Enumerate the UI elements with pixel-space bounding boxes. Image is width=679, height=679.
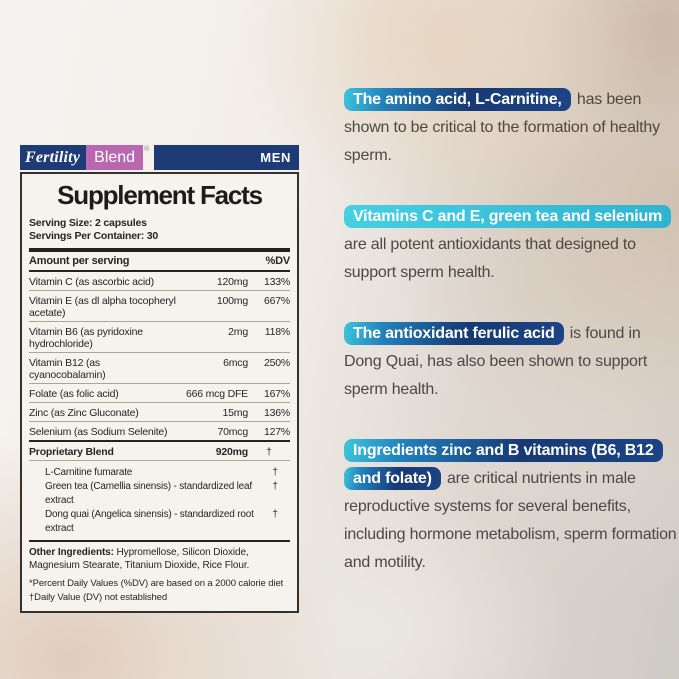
blend-ingredient-dv: † — [272, 509, 278, 521]
nutrient-amount: 666 mcg DFE — [186, 387, 248, 400]
supplement-facts-panel: Supplement Facts Serving Size: 2 capsule… — [20, 172, 299, 613]
other-ingredients: Other Ingredients: Hypromellose, Silicon… — [29, 546, 290, 572]
nutrient-dv: 667% — [263, 294, 290, 307]
nutrient-name: Vitamin C (as ascorbic acid) — [29, 275, 154, 288]
marketing-callouts: The amino acid, L-Carnitine, has been sh… — [344, 86, 678, 610]
blend-ingredient-row: L-Carnitine fumarate † — [45, 466, 290, 480]
callout-paragraph: Vitamins C and E, green tea and selenium… — [344, 203, 678, 287]
callout-paragraph: The antioxidant ferulic acid is found in… — [344, 320, 678, 404]
proprietary-blend-row: Proprietary Blend 920mg † — [29, 440, 290, 462]
registered-mark: ® — [144, 146, 150, 153]
callout-text: has been shown to be critical to the for… — [344, 91, 660, 164]
table-row: Selenium (as Sodium Selenite) 70mcg 127% — [29, 422, 290, 442]
highlighted-phrase: Vitamins C and E, green tea and selenium — [344, 205, 672, 228]
brand-fertility: Fertility — [20, 145, 87, 170]
callout: Vitamins C and E, green tea and selenium… — [344, 203, 678, 287]
callout-text: are all potent antioxidants that designe… — [344, 236, 636, 281]
blend-ingredient-list: L-Carnitine fumarate † Green tea (Camellia… — [29, 461, 290, 543]
column-dv: %DV — [265, 255, 291, 268]
other-ingredients-text: Hypromellose, Silicon Dioxide, Magnesium… — [29, 547, 250, 572]
serving-size: Serving Size: 2 capsules — [29, 217, 147, 229]
brand-blend: Blend — [86, 145, 144, 170]
callout: The antioxidant ferulic acid is found in… — [344, 320, 678, 404]
nutrient-amount: 100mg — [216, 294, 248, 307]
blend-ingredient-dv: † — [272, 467, 278, 479]
nutrient-name: Vitamin B6 (as pyridoxine hydrochloride) — [29, 325, 143, 350]
nutrient-dv: 250% — [263, 356, 290, 369]
nutrient-dv: † — [266, 445, 272, 458]
nutrient-amount: 15mg — [222, 406, 249, 419]
servings-per-container: Servings Per Container: 30 — [29, 230, 159, 243]
nutrient-name: Vitamin E (as dl alpha tocopheryl acetat… — [29, 294, 176, 319]
nutrient-dv: 136% — [263, 406, 290, 419]
nutrient-dv: 133% — [263, 275, 290, 288]
nutrient-amount: 70mcg — [217, 425, 248, 438]
nutrient-amount: 2mg — [228, 325, 248, 338]
table-row: Zinc (as Zinc Gluconate) 15mg 136% — [29, 403, 290, 423]
brand-men-badge: MEN — [154, 145, 299, 170]
facts-rows: Vitamin C (as ascorbic acid) 120mg 133% Vit… — [29, 272, 290, 442]
table-row: Vitamin C (as ascorbic acid) 120mg 133% — [29, 272, 290, 292]
nutrient-dv: 127% — [263, 425, 290, 438]
brand-bar: Fertility Blend ® MEN — [20, 145, 299, 170]
highlighted-phrase: The antioxidant ferulic acid — [344, 322, 564, 345]
callout-paragraph: The amino acid, L-Carnitine, has been sh… — [344, 86, 678, 170]
footnotes: *Percent Daily Values (%DV) are based on… — [29, 577, 290, 605]
divider-thick — [29, 248, 290, 253]
column-amount-per-serving: Amount per serving — [29, 255, 130, 268]
callout: The amino acid, L-Carnitine, has been sh… — [344, 86, 678, 170]
nutrient-name: Vitamin B12 (as cyanocobalamin) — [29, 356, 106, 381]
blend-ingredient-name: Green tea (Camellia sinensis) - standard… — [45, 481, 252, 507]
nutrient-name: Zinc (as Zinc Gluconate) — [29, 406, 139, 419]
table-row: Vitamin B6 (as pyridoxine hydrochloride)… — [29, 322, 290, 354]
nutrient-name: Proprietary Blend — [29, 445, 114, 458]
blend-ingredient-row: Dong quai (Angelica sinensis) - standard… — [45, 508, 290, 536]
highlighted-phrase: The amino acid, L-Carnitine, — [344, 88, 571, 111]
callout-text: is found in Dong Quai, has also been sho… — [344, 325, 648, 398]
callout-paragraph: Ingredients zinc and B vitamins (B6, B12… — [344, 437, 678, 577]
nutrient-amount: 920mg — [215, 445, 248, 458]
callout-text: are critical nutrients in male reproduct… — [344, 470, 677, 571]
supplement-label: Fertility Blend ® MEN Supplement Facts S… — [20, 145, 299, 613]
table-row: Folate (as folic acid) 666 mcg DFE 167% — [29, 384, 290, 404]
other-ingredients-label: Other Ingredients: — [29, 547, 114, 559]
callout: Ingredients zinc and B vitamins (B6, B12… — [344, 437, 678, 577]
nutrient-name: Folate (as folic acid) — [29, 387, 119, 400]
blend-ingredient-row: Green tea (Camellia sinensis) - standard… — [45, 480, 290, 508]
footnote-dagger: †Daily Value (DV) not established — [29, 592, 168, 604]
blend-ingredient-name: Dong quai (Angelica sinensis) - standard… — [45, 509, 254, 535]
facts-title: Supplement Facts — [57, 180, 263, 210]
nutrient-amount: 120mg — [216, 275, 248, 288]
table-row: Vitamin B12 (as cyanocobalamin) 6mcg 250% — [29, 353, 290, 385]
table-row: Vitamin E (as dl alpha tocopheryl acetat… — [29, 291, 290, 323]
nutrient-amount: 6mcg — [223, 356, 248, 369]
nutrient-name: Selenium (as Sodium Selenite) — [29, 425, 168, 438]
blend-ingredient-name: L-Carnitine fumarate — [45, 467, 133, 479]
facts-header-row: Amount per serving %DV — [29, 252, 291, 273]
footnote-daily-values: *Percent Daily Values (%DV) are based on… — [29, 578, 284, 590]
nutrient-dv: 118% — [264, 325, 290, 338]
blend-ingredient-dv: † — [272, 481, 278, 493]
nutrient-dv: 167% — [263, 387, 290, 400]
